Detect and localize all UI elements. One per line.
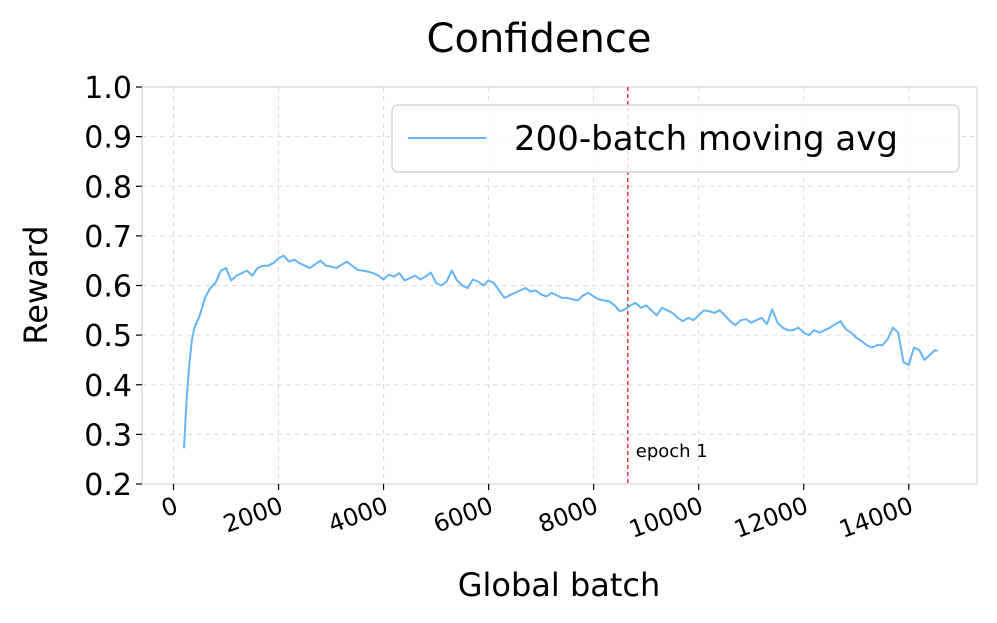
legend: 200-batch moving avg (391, 104, 960, 173)
y-tick-label: 1.0 (84, 71, 132, 106)
y-tick-label: 0.6 (84, 270, 132, 305)
epoch-label: epoch 1 (636, 441, 708, 462)
x-tick-label: 6000 (430, 491, 497, 538)
x-tick-label: 10000 (625, 491, 706, 543)
y-tick-label: 0.9 (84, 121, 132, 156)
x-axis-ticks: 0 2000 4000 6000 8000 10000 12000 14000 (158, 484, 917, 544)
y-axis-ticks: 0.2 0.3 0.4 0.5 0.6 0.7 0.8 0.9 1.0 (84, 71, 142, 503)
x-tick-label: 4000 (325, 491, 392, 538)
series-group (183, 254, 938, 449)
y-tick-label: 0.8 (84, 170, 132, 205)
x-tick-label: 14000 (835, 491, 916, 543)
x-tick-label: 12000 (730, 491, 811, 543)
y-axis-label: Reward (17, 225, 55, 344)
x-tick-label: 0 (158, 491, 182, 523)
x-tick-label: 2000 (220, 491, 287, 538)
legend-box (391, 104, 960, 173)
y-tick-label: 0.4 (84, 369, 132, 404)
x-axis-label: Global batch (458, 566, 661, 604)
y-tick-label: 0.5 (84, 319, 132, 354)
chart-title: Confidence (427, 16, 652, 62)
x-tick-label: 8000 (535, 491, 602, 538)
y-tick-label: 0.2 (84, 468, 132, 503)
legend-label: 200-batch moving avg (514, 119, 898, 159)
y-tick-label: 0.3 (84, 418, 132, 453)
series-line-0 (183, 254, 938, 449)
y-tick-label: 0.7 (84, 220, 132, 255)
